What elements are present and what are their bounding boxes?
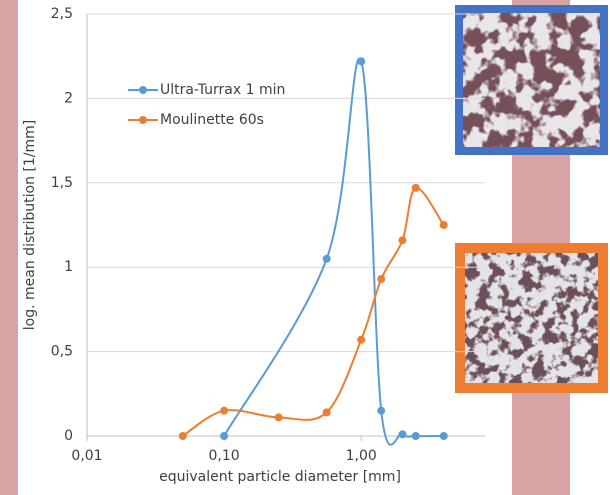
x-tick-label: 0,01 bbox=[71, 448, 102, 464]
photo bbox=[455, 243, 608, 393]
y-axis-label: log. mean distribution [1/mm] bbox=[22, 120, 38, 330]
y-tick-label: 2 bbox=[64, 90, 73, 106]
chart: equivalent particle diameter [mm] log. m… bbox=[0, 0, 610, 495]
y-tick-label: 0,5 bbox=[51, 344, 73, 360]
data-point bbox=[357, 57, 365, 65]
y-tick-label: 2,5 bbox=[51, 6, 73, 22]
data-point bbox=[440, 221, 448, 229]
legend-marker bbox=[139, 116, 147, 124]
y-tick-label: 1,5 bbox=[51, 175, 73, 191]
data-point bbox=[323, 255, 331, 263]
x-axis-label: equivalent particle diameter [mm] bbox=[159, 469, 401, 485]
data-point bbox=[440, 432, 448, 440]
legend-marker bbox=[139, 86, 147, 94]
data-point bbox=[323, 408, 331, 416]
side-band bbox=[0, 0, 18, 495]
data-point bbox=[412, 184, 420, 192]
legend-label: Moulinette 60s bbox=[160, 112, 264, 128]
data-point bbox=[398, 430, 406, 438]
x-tick-label: 0,10 bbox=[209, 448, 240, 464]
data-point bbox=[357, 336, 365, 344]
data-point bbox=[398, 236, 406, 244]
photo-texture bbox=[465, 253, 598, 383]
data-point bbox=[275, 413, 283, 421]
legend-label: Ultra-Turrax 1 min bbox=[160, 82, 285, 98]
data-point bbox=[220, 432, 228, 440]
data-point bbox=[377, 407, 385, 415]
data-point bbox=[412, 432, 420, 440]
y-tick-label: 0 bbox=[64, 428, 73, 444]
x-tick-label: 1,00 bbox=[346, 448, 377, 464]
y-tick-label: 1 bbox=[64, 259, 73, 275]
data-point bbox=[220, 407, 228, 415]
data-point bbox=[179, 432, 187, 440]
data-point bbox=[377, 275, 385, 283]
photo-texture bbox=[463, 13, 600, 147]
photo bbox=[455, 5, 608, 155]
